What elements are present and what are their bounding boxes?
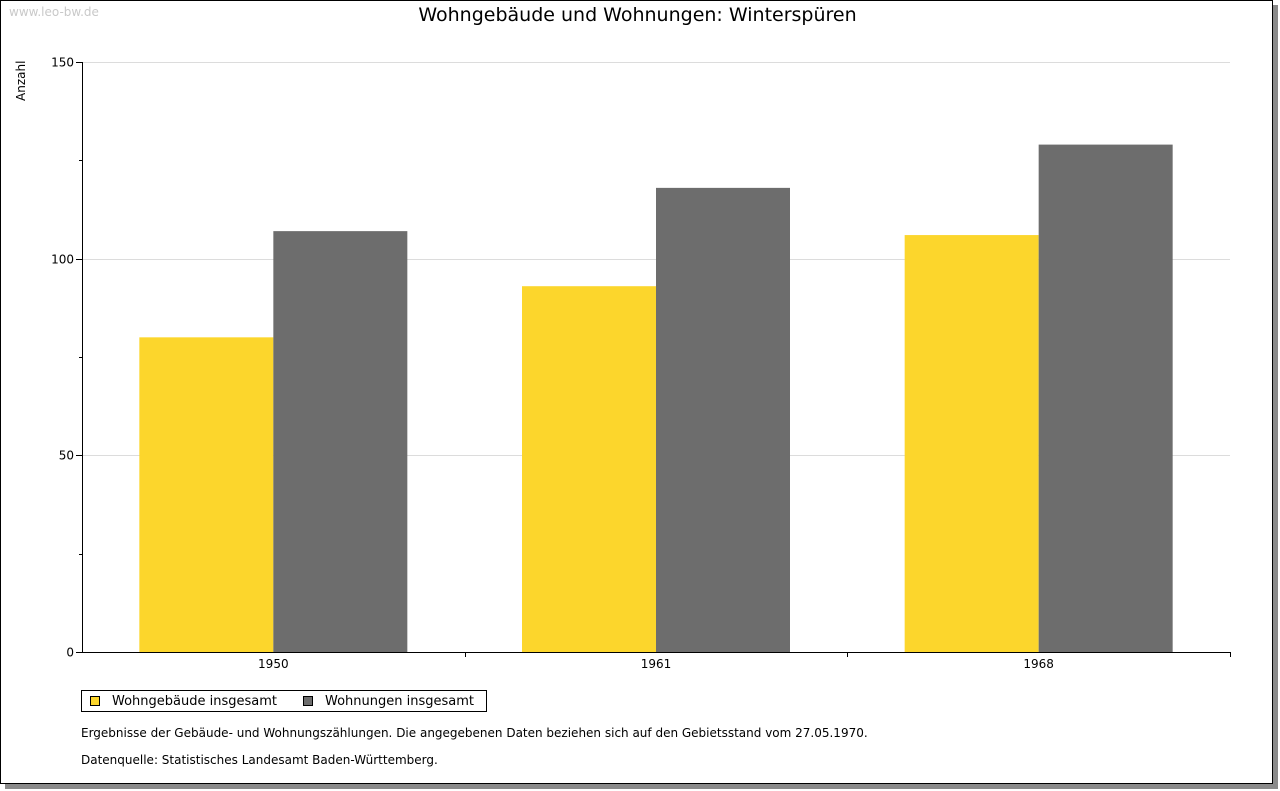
bar-1950-series-1 — [273, 231, 408, 652]
y-tick-label-0: 0 — [66, 646, 74, 660]
bar-1950-series-0 — [139, 337, 274, 652]
legend-swatch-wohnungen — [303, 696, 313, 706]
legend-item-wohngebaeude: Wohngebäude insgesamt — [90, 694, 277, 709]
source-note: Datenquelle: Statistisches Landesamt Bad… — [81, 753, 438, 767]
legend-swatch-wohngebaeude — [90, 696, 100, 706]
bar-1961-series-1 — [656, 187, 790, 652]
legend: Wohngebäude insgesamt Wohnungen insgesam… — [81, 690, 487, 712]
legend-label-wohngebaeude: Wohngebäude insgesamt — [112, 693, 277, 709]
y-tick-label-150: 150 — [51, 56, 74, 70]
legend-item-wohnungen: Wohnungen insgesamt — [303, 694, 474, 709]
bar-1968-series-1 — [1038, 144, 1173, 652]
watermark: www.leo-bw.de — [9, 5, 99, 19]
x-tick-label-1961: 1961 — [641, 657, 672, 671]
bar-1968-series-0 — [904, 235, 1039, 653]
y-tick-label-50: 50 — [59, 449, 74, 463]
y-tick-label-100: 100 — [51, 253, 74, 267]
x-tick-label-1968: 1968 — [1023, 657, 1054, 671]
legend-label-wohnungen: Wohnungen insgesamt — [325, 693, 474, 709]
chart-title: Wohngebäude und Wohnungen: Winterspüren — [418, 4, 857, 26]
x-tick-label-1950: 1950 — [258, 657, 289, 671]
bar-1961-series-0 — [522, 286, 656, 652]
footnote: Ergebnisse der Gebäude- und Wohnungszähl… — [81, 726, 868, 740]
